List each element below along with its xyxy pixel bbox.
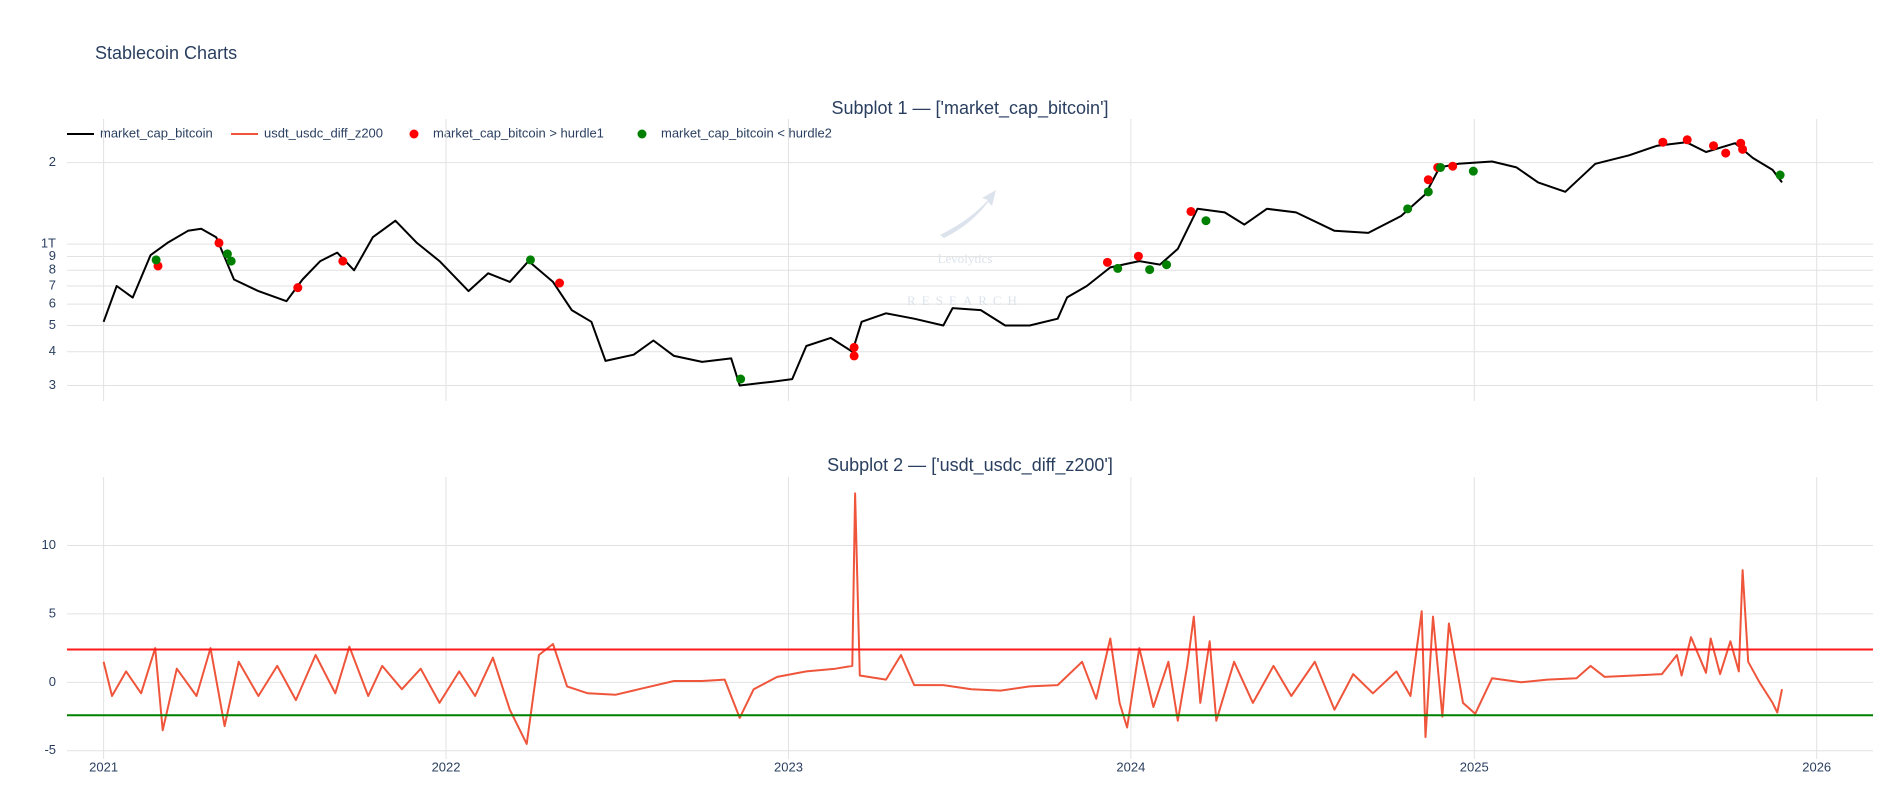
- legend-label: market_cap_bitcoin: [100, 125, 213, 140]
- x-tick-label: 2021: [89, 759, 118, 774]
- marker: [1775, 170, 1785, 180]
- x-tick-label: 2024: [1116, 759, 1145, 774]
- marker: [736, 374, 746, 384]
- y-tick-label: 10: [42, 537, 56, 552]
- marker: [1423, 187, 1433, 197]
- y-tick-label: -5: [44, 742, 56, 757]
- y-tick-label: 1T: [41, 236, 56, 251]
- y-tick-label: 0: [49, 674, 56, 689]
- marker: [1738, 144, 1748, 154]
- marker: [1658, 137, 1668, 147]
- marker: [1201, 216, 1211, 226]
- subplot-title: Subplot 2 — ['usdt_usdc_diff_z200']: [827, 455, 1113, 476]
- page-title: Stablecoin Charts: [95, 43, 237, 63]
- legend: market_cap_bitcoin usdt_usdc_diff_z200 mar…: [67, 125, 832, 140]
- marker: [849, 342, 859, 352]
- marker: [293, 283, 303, 293]
- watermark-name: Levolytics: [938, 251, 993, 266]
- y-tick-label: 7: [49, 277, 56, 292]
- series-line: [102, 141, 1783, 387]
- y-tick-label: 2: [49, 154, 56, 169]
- marker: [555, 278, 565, 288]
- series-line: [102, 492, 1783, 745]
- marker: [214, 238, 224, 248]
- y-tick-label: 5: [49, 317, 56, 332]
- marker: [1102, 257, 1112, 267]
- marker: [338, 256, 348, 266]
- marker: [1162, 260, 1172, 270]
- marker: [1709, 141, 1719, 151]
- y-tick-label: 5: [49, 605, 56, 620]
- marker: [1403, 204, 1413, 214]
- marker: [226, 256, 236, 266]
- marker: [1186, 206, 1196, 216]
- x-tick-label: 2023: [774, 759, 803, 774]
- marker: [1435, 162, 1445, 172]
- y-tick-label: 9: [49, 248, 56, 263]
- marker: [151, 255, 161, 265]
- marker: [1113, 263, 1123, 273]
- y-tick-label: 4: [49, 343, 56, 358]
- watermark-tagline: RESEARCH: [907, 293, 1023, 308]
- legend-swatch: [637, 129, 647, 139]
- x-tick-label: 2025: [1460, 759, 1489, 774]
- legend-swatch: [409, 129, 419, 139]
- x-tick-label: 2026: [1802, 759, 1831, 774]
- marker: [1468, 166, 1478, 176]
- subplot-title: Subplot 1 — ['market_cap_bitcoin']: [831, 98, 1108, 119]
- marker: [1682, 135, 1692, 145]
- marker: [849, 351, 859, 361]
- legend-label: usdt_usdc_diff_z200: [264, 125, 383, 140]
- marker: [1145, 265, 1155, 275]
- legend-label: market_cap_bitcoin < hurdle2: [661, 125, 832, 140]
- marker: [1133, 251, 1143, 261]
- marker: [1721, 148, 1731, 158]
- x-tick-label: 2022: [432, 759, 461, 774]
- marker: [525, 255, 535, 265]
- marker: [1448, 161, 1458, 171]
- marker: [1423, 175, 1433, 185]
- y-tick-label: 3: [49, 377, 56, 392]
- marker: [222, 249, 232, 259]
- legend-label: market_cap_bitcoin > hurdle1: [433, 125, 604, 140]
- y-tick-label: 6: [49, 296, 56, 311]
- watermark: Levolytics RESEARCH: [907, 190, 1023, 308]
- watermark-arrow: [940, 190, 996, 238]
- y-tick-label: 8: [49, 262, 56, 277]
